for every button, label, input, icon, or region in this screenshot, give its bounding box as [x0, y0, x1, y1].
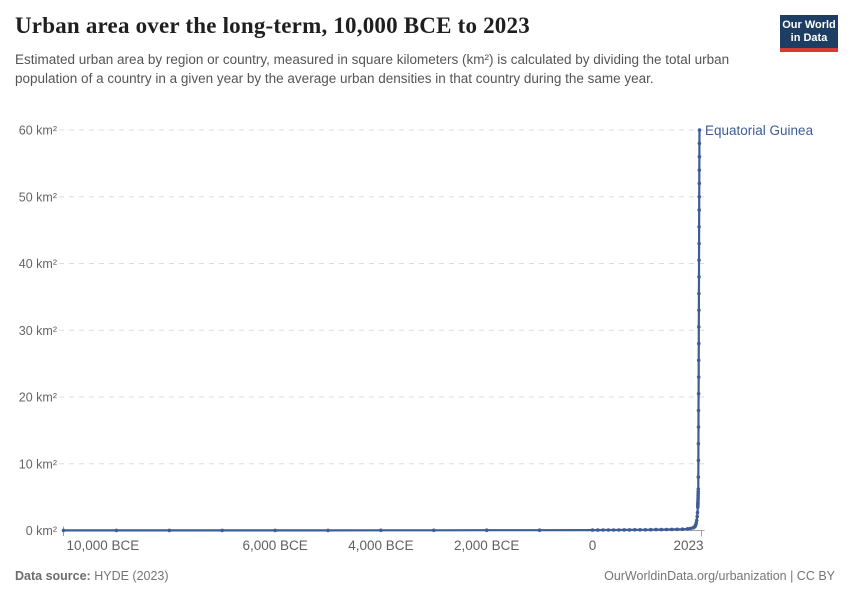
owid-logo-line2: in Data — [790, 32, 828, 44]
data-point — [696, 358, 701, 363]
data-point — [696, 408, 701, 413]
data-point — [696, 475, 701, 479]
data-point — [611, 528, 616, 532]
x-tick-label: 2,000 BCE — [454, 538, 519, 553]
data-point — [627, 528, 632, 532]
y-tick-label: 0 km² — [26, 524, 57, 538]
page-title: Urban area over the long-term, 10,000 BC… — [15, 13, 530, 38]
data-point — [61, 528, 66, 533]
x-tick-label: 0 — [589, 538, 597, 553]
data-point — [633, 528, 637, 532]
data-point — [697, 154, 702, 159]
series-label-equatorial-guinea[interactable]: Equatorial Guinea — [705, 123, 814, 138]
data-point — [648, 527, 653, 532]
data-source-value: HYDE (2023) — [90, 569, 169, 583]
x-tick-label: 10,000 BCE — [67, 538, 140, 553]
data-point — [114, 528, 119, 533]
data-point — [675, 527, 679, 532]
owid-logo-line1: Our World — [782, 19, 836, 31]
data-point — [697, 341, 701, 346]
data-point — [696, 490, 700, 494]
data-point — [697, 241, 701, 246]
y-tick-label: 30 km² — [19, 324, 57, 338]
x-tick-label: 2023 — [673, 538, 703, 553]
data-source-label: Data source: — [15, 569, 91, 583]
data-point — [697, 168, 702, 172]
data-point — [273, 528, 277, 533]
data-point — [659, 527, 664, 532]
data-point — [694, 518, 699, 523]
attribution-link[interactable]: OurWorldinData.org/urbanization | CC BY — [604, 569, 835, 583]
data-point — [654, 527, 658, 532]
data-point — [596, 528, 600, 532]
data-point — [697, 141, 702, 146]
x-tick-label: 4,000 BCE — [348, 538, 413, 553]
y-tick-label: 20 km² — [19, 391, 57, 405]
data-point — [167, 528, 172, 533]
data-point — [697, 258, 701, 263]
y-tick-label: 40 km² — [19, 257, 57, 271]
data-point — [697, 225, 701, 229]
data-point — [680, 527, 685, 531]
chart-footer: Data source: HYDE (2023) OurWorldinData.… — [15, 569, 835, 583]
data-point — [220, 528, 224, 533]
data-point — [695, 510, 700, 515]
data-point — [697, 195, 701, 199]
data-point — [688, 526, 693, 531]
data-point — [697, 291, 701, 296]
data-point — [638, 528, 642, 532]
data-point — [432, 528, 436, 533]
data-point — [484, 528, 489, 532]
data-point — [697, 308, 701, 313]
data-point — [696, 375, 701, 379]
data-point — [696, 391, 701, 396]
owid-logo[interactable]: Our World in Data — [780, 15, 838, 52]
data-point — [694, 521, 698, 525]
data-point — [695, 514, 699, 519]
data-point — [697, 181, 702, 186]
y-tick-label: 50 km² — [19, 190, 57, 204]
data-point — [622, 528, 626, 532]
data-point — [379, 528, 383, 533]
data-point — [697, 325, 701, 329]
data-point — [326, 528, 330, 533]
chart-subtitle: Estimated urban area by region or countr… — [15, 52, 730, 86]
data-point — [617, 528, 621, 532]
data-point — [664, 527, 669, 532]
x-tick-label: 6,000 BCE — [242, 538, 307, 553]
data-point — [696, 441, 701, 446]
data-point — [697, 275, 701, 279]
data-point — [670, 527, 674, 532]
data-point — [537, 528, 542, 532]
data-point — [685, 527, 690, 531]
data-point — [697, 208, 701, 212]
y-tick-label: 10 km² — [19, 457, 57, 471]
y-tick-label: 60 km² — [19, 124, 57, 138]
data-point — [590, 528, 595, 532]
data-point — [696, 458, 701, 463]
data-point — [697, 128, 702, 132]
data-point — [643, 528, 648, 532]
data-point — [696, 425, 701, 429]
data-point — [696, 487, 701, 491]
data-point — [606, 528, 611, 532]
data-source: Data source: HYDE (2023) — [15, 569, 169, 583]
data-point — [601, 528, 605, 532]
